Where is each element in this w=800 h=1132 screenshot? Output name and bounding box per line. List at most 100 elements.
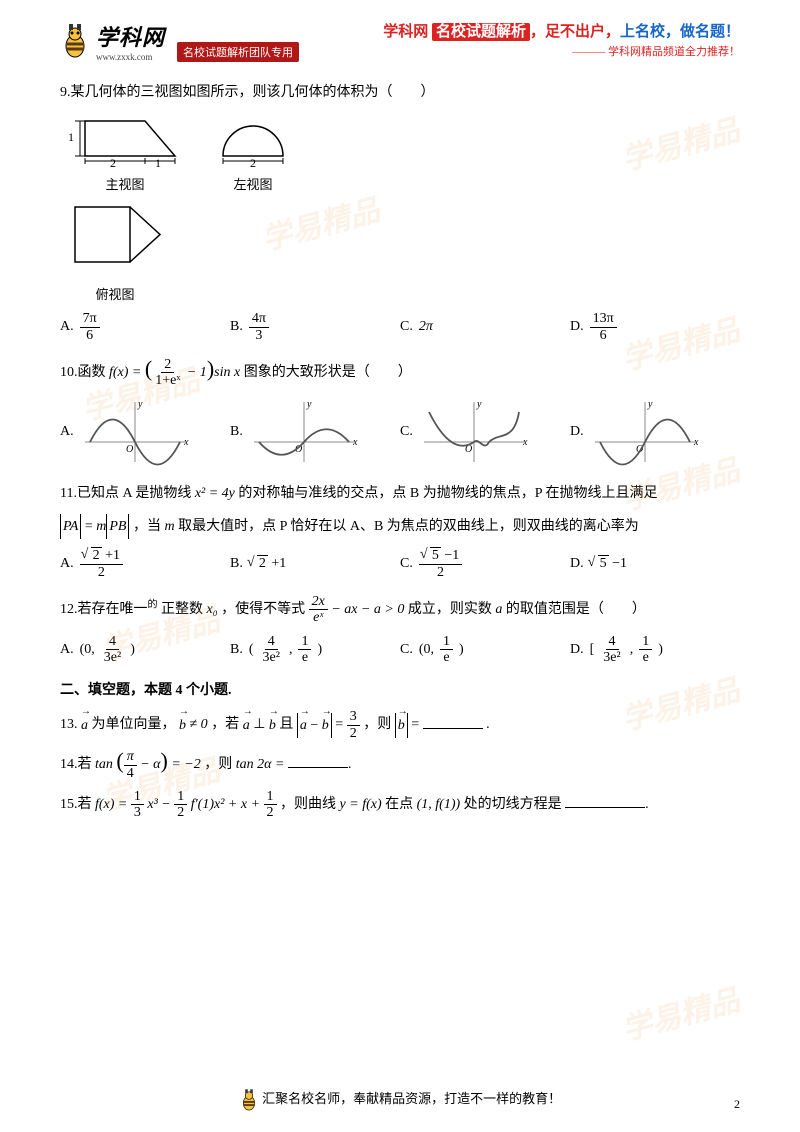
frac-den: e bbox=[299, 650, 311, 665]
header-subslogan: 学科网精品频道全力推荐！ bbox=[383, 43, 740, 59]
comma: , bbox=[289, 642, 293, 658]
section-2-title: 二、填空题，本题 4 个小题. bbox=[60, 679, 740, 699]
option-A: A. (0,43e²) bbox=[60, 634, 230, 666]
blank-field[interactable] bbox=[288, 754, 348, 768]
bracket: [ bbox=[590, 642, 595, 658]
math-text: f′(1)x² + x + bbox=[191, 797, 260, 812]
q-text: 的取值范围是（ ） bbox=[506, 602, 646, 617]
frac-den: 3e² bbox=[600, 650, 623, 665]
page-footer: 汇聚名校名师，奉献精品资源，打造不一样的教育！ bbox=[0, 1088, 800, 1112]
question-11-line2: PA = mPB ，当 m 取最大值时，点 P 恰好在以 A、B 为焦点的双曲线… bbox=[60, 514, 740, 539]
abs-b: b bbox=[395, 713, 408, 738]
question-10: 10.函数 f(x) = (21+eˣ − 1)sin x 图象的大致形状是（ … bbox=[60, 357, 740, 389]
frac-num: 4 bbox=[265, 634, 278, 650]
frac-num: 4 bbox=[106, 634, 119, 650]
frac-den: 6 bbox=[83, 328, 96, 343]
math-text: tan bbox=[95, 757, 113, 772]
brand-block: 学科网 www.zxxk.com bbox=[96, 20, 165, 62]
math-text: x² = 4y bbox=[195, 486, 235, 501]
header-slogan: 学科网 名校试题解析，足不出户，上名校，做名题！ bbox=[383, 20, 740, 41]
math-text: f(x) = bbox=[95, 797, 127, 812]
frac-num: 4π bbox=[249, 311, 269, 327]
svg-text:x: x bbox=[183, 437, 189, 448]
slogan-part: ，足不出户， bbox=[530, 24, 620, 40]
math-text: x₀ bbox=[207, 602, 218, 617]
frac-num: 1 bbox=[639, 634, 652, 650]
graph-C: xyO bbox=[419, 397, 529, 467]
math-text: sin x bbox=[214, 365, 240, 380]
slogan-part: 学科网 bbox=[383, 24, 428, 40]
footer-text: 汇聚名校名师，奉献精品资源，打造不一样的教育！ bbox=[262, 1091, 561, 1106]
frac-den: 2 bbox=[347, 726, 360, 741]
math-text: 2 +1 bbox=[249, 555, 286, 572]
q10-options: A. xyO B. xyO C. xyO D. xyO bbox=[60, 397, 740, 467]
math-text: ≠ 0 bbox=[190, 718, 208, 733]
team-tag: 名校试题解析团队专用 bbox=[177, 42, 299, 62]
svg-text:x: x bbox=[522, 437, 528, 448]
frac-den: 4 bbox=[124, 766, 137, 781]
brand-name: 学科网 bbox=[96, 20, 165, 52]
math-text: a bbox=[495, 602, 502, 617]
q-text: 11.已知点 A 是抛物线 bbox=[60, 486, 191, 501]
q-text: ，若 bbox=[211, 718, 239, 733]
equals: = bbox=[411, 718, 419, 733]
svg-text:y: y bbox=[476, 399, 482, 410]
frac-den: 2 bbox=[95, 565, 108, 580]
option-D: D. 13π6 bbox=[570, 311, 740, 343]
bracket: (0, bbox=[419, 642, 434, 658]
perp-icon: ⊥ bbox=[253, 718, 265, 733]
math-text: tan 2α = bbox=[236, 757, 285, 772]
option-C: C. 2π bbox=[400, 311, 570, 343]
frac-num: 2 +1 bbox=[80, 547, 123, 564]
q-text: 图象的大致形状是（ ） bbox=[244, 365, 412, 380]
bee-icon bbox=[60, 22, 90, 60]
frac-num: 1 bbox=[174, 789, 187, 805]
bracket: ( bbox=[249, 642, 254, 658]
vector-a: a bbox=[243, 713, 250, 738]
frac-den: eˣ bbox=[310, 610, 326, 625]
vector-b: b bbox=[179, 713, 186, 738]
svg-text:2: 2 bbox=[250, 156, 256, 167]
math-text: − α bbox=[140, 757, 160, 772]
paren-icon: ) bbox=[161, 748, 168, 773]
frac-num: 4 bbox=[606, 634, 619, 650]
frac-den: 2 bbox=[174, 805, 187, 820]
graph-B: xyO bbox=[249, 397, 359, 467]
graph-A: xyO bbox=[80, 397, 190, 467]
option-A: A. xyO bbox=[60, 397, 230, 467]
q-text: 10.函数 bbox=[60, 365, 106, 380]
q11-options: A. 2 +12 B. 2 +1 C. 5 −12 D. 5 −1 bbox=[60, 547, 740, 580]
q-text: 处的切线方程是 bbox=[464, 797, 562, 812]
frac-den: 2 bbox=[264, 805, 277, 820]
math-text: (1, f(1)) bbox=[417, 797, 461, 812]
vector-a: a bbox=[81, 713, 88, 738]
blank-field[interactable] bbox=[565, 794, 645, 808]
svg-text:1: 1 bbox=[155, 156, 161, 167]
math-text: f(x) = bbox=[109, 365, 145, 380]
math-text: y = f(x) bbox=[340, 797, 382, 812]
option-B: B. xyO bbox=[230, 397, 400, 467]
q-text: ，则 bbox=[363, 718, 391, 733]
page-number: 2 bbox=[734, 1097, 740, 1112]
question-11: 11.已知点 A 是抛物线 x² = 4y 的对称轴与准线的交点，点 B 为抛物… bbox=[60, 481, 740, 506]
q-num: 13. bbox=[60, 718, 78, 733]
bracket: ) bbox=[459, 642, 464, 658]
math-text: 5 −1 bbox=[590, 555, 627, 572]
frac-num: 1 bbox=[440, 634, 453, 650]
frac-num: 2 bbox=[161, 357, 174, 373]
q9-options: A. 7π6 B. 4π3 C. 2π D. 13π6 bbox=[60, 311, 740, 343]
q-text: 的 bbox=[148, 599, 158, 610]
view-caption: 主视图 bbox=[60, 174, 190, 193]
blank-field[interactable] bbox=[423, 715, 483, 729]
period: . bbox=[348, 757, 352, 772]
option-D: D. [43e²,1e) bbox=[570, 634, 740, 666]
svg-text:y: y bbox=[647, 399, 653, 410]
svg-text:O: O bbox=[126, 444, 133, 455]
question-15: 15.若 f(x) = 13 x³ − 12 f′(1)x² + x + 12 … bbox=[60, 789, 740, 821]
view-caption: 左视图 bbox=[208, 174, 298, 193]
frac-num: 7π bbox=[80, 311, 100, 327]
question-12: 12.若存在唯一的 正整数 x₀ ，使得不等式 2xeˣ − ax − a > … bbox=[60, 594, 740, 626]
period: . bbox=[645, 797, 649, 812]
logo-area: 学科网 www.zxxk.com 名校试题解析团队专用 bbox=[60, 20, 299, 62]
graph-D: xyO bbox=[590, 397, 700, 467]
